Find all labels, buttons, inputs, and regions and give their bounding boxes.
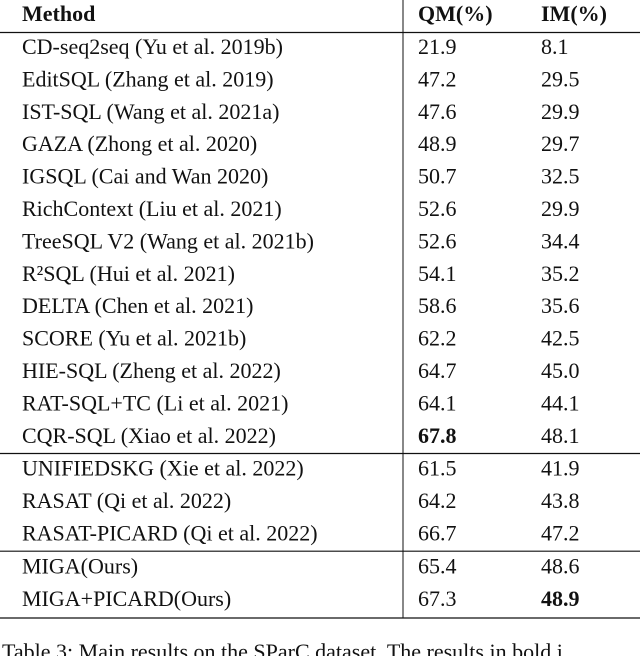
value-cell: 21.9	[418, 34, 457, 59]
method-cell: TreeSQL V2 (Wang et al. 2021b)	[22, 228, 314, 253]
value-cell: 64.1	[418, 390, 457, 415]
header-cell: QM(%)	[418, 1, 493, 26]
method-cell: RASAT (Qi et al. 2022)	[22, 488, 231, 513]
value-cell: 47.2	[418, 66, 457, 91]
value-cell: 34.4	[541, 228, 580, 253]
value-cell: 35.2	[541, 261, 580, 286]
value-cell: 54.1	[418, 261, 457, 286]
value-cell: 29.5	[541, 66, 580, 91]
value-cell: 66.7	[418, 521, 457, 546]
value-cell: 48.1	[541, 423, 580, 448]
value-cell: 61.5	[418, 456, 457, 481]
method-cell: IGSQL (Cai and Wan 2020)	[22, 164, 268, 189]
value-cell: 64.2	[418, 488, 457, 513]
value-cell: 50.7	[418, 164, 457, 189]
method-cell: UNIFIEDSKG (Xie et al. 2022)	[22, 456, 304, 481]
method-cell: RASAT-PICARD (Qi et al. 2022)	[22, 521, 318, 546]
method-cell: CQR-SQL (Xiao et al. 2022)	[22, 423, 276, 448]
header-cell: IM(%)	[541, 1, 607, 26]
value-cell: 58.6	[418, 293, 457, 318]
method-cell: MIGA+PICARD(Ours)	[22, 586, 231, 611]
value-cell: 48.6	[541, 553, 580, 578]
value-cell: 47.6	[418, 99, 457, 124]
value-cell: 48.9	[541, 586, 580, 611]
value-cell: 44.1	[541, 390, 580, 415]
value-cell: 32.5	[541, 164, 580, 189]
value-cell: 65.4	[418, 553, 457, 578]
method-cell: GAZA (Zhong et al. 2020)	[22, 131, 257, 156]
value-cell: 62.2	[418, 326, 457, 351]
value-cell: 67.3	[418, 586, 457, 611]
value-cell: 64.7	[418, 358, 457, 383]
method-cell: MIGA(Ours)	[22, 553, 138, 578]
method-cell: HIE-SQL (Zheng et al. 2022)	[22, 358, 281, 383]
header-cell: Method	[22, 1, 95, 26]
method-cell: DELTA (Chen et al. 2021)	[22, 293, 253, 318]
method-cell: IST-SQL (Wang et al. 2021a)	[22, 99, 280, 124]
value-cell: 41.9	[541, 456, 580, 481]
method-cell: CD-seq2seq (Yu et al. 2019b)	[22, 34, 283, 59]
method-cell: R²SQL (Hui et al. 2021)	[22, 261, 235, 286]
value-cell: 52.6	[418, 196, 457, 221]
value-cell: 45.0	[541, 358, 580, 383]
method-cell: RichContext (Liu et al. 2021)	[22, 196, 282, 221]
method-cell: RAT-SQL+TC (Li et al. 2021)	[22, 390, 288, 415]
value-cell: 47.2	[541, 521, 580, 546]
value-cell: 29.9	[541, 196, 580, 221]
method-cell: EditSQL (Zhang et al. 2019)	[22, 66, 274, 91]
value-cell: 48.9	[418, 131, 457, 156]
value-cell: 43.8	[541, 488, 580, 513]
value-cell: 29.9	[541, 99, 580, 124]
value-cell: 35.6	[541, 293, 580, 318]
value-cell: 8.1	[541, 34, 569, 59]
caption: Table 3: Main results on the SParC datas…	[2, 639, 563, 656]
value-cell: 52.6	[418, 228, 457, 253]
value-cell: 42.5	[541, 326, 580, 351]
method-cell: SCORE (Yu et al. 2021b)	[22, 326, 246, 351]
value-cell: 67.8	[418, 423, 457, 448]
value-cell: 29.7	[541, 131, 580, 156]
